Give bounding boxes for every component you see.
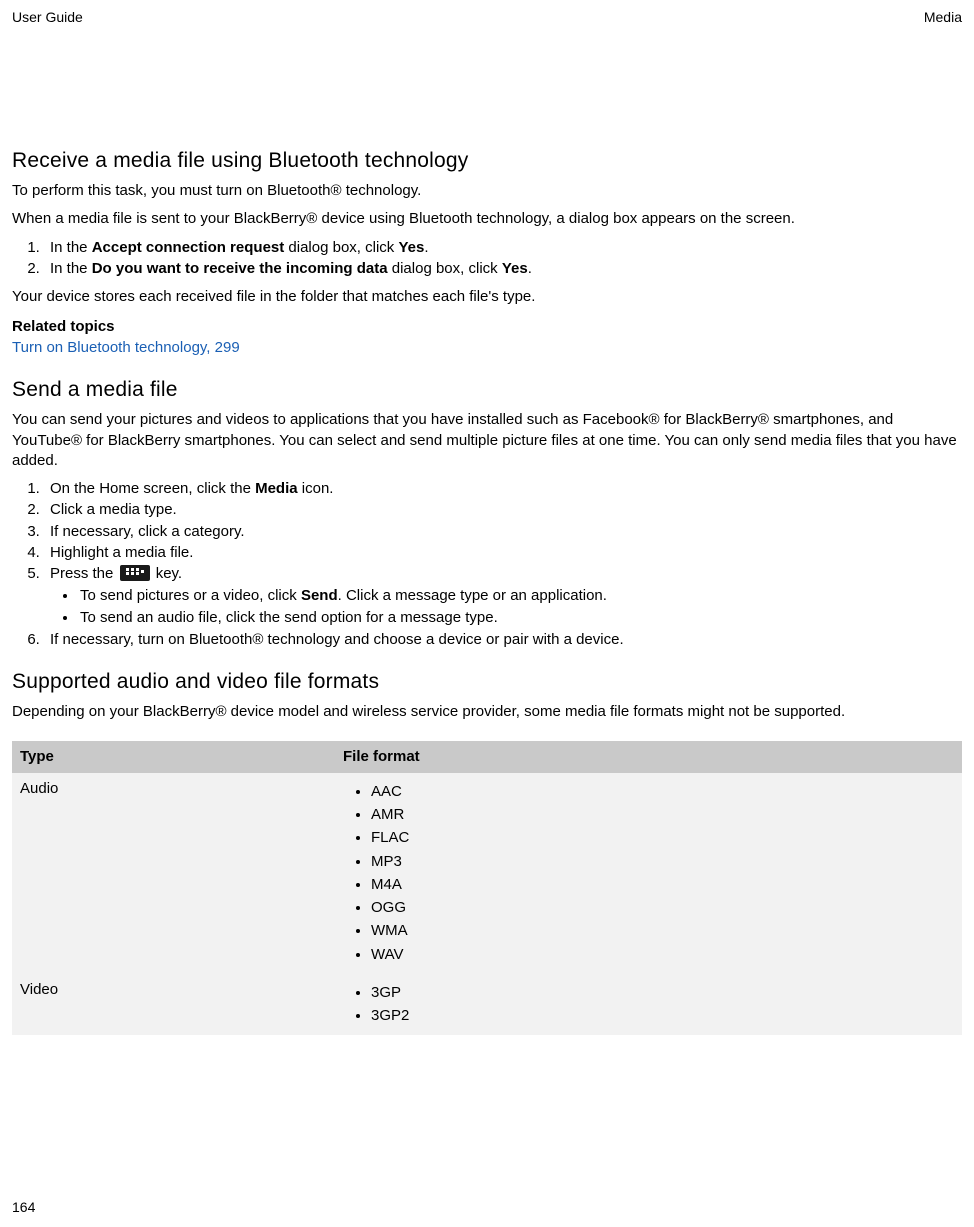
send-step-6: If necessary, turn on Bluetooth® technol… xyxy=(44,630,962,650)
list-item: 3GP2 xyxy=(371,1006,954,1026)
text: dialog box, click xyxy=(388,260,502,277)
cell-type-audio: Audio xyxy=(12,773,335,974)
list-item: WMA xyxy=(371,921,954,941)
send-intro: You can send your pictures and videos to… xyxy=(12,410,962,471)
menu-key-icon xyxy=(120,565,150,581)
text: key. xyxy=(152,565,183,582)
table-header-row: Type File format xyxy=(12,741,962,773)
cell-type-video: Video xyxy=(12,974,335,1036)
cell-formats-video: 3GP 3GP2 xyxy=(335,974,962,1036)
text: On the Home screen, click the xyxy=(50,480,255,497)
receive-intro: To perform this task, you must turn on B… xyxy=(12,181,962,201)
cell-formats-audio: AAC AMR FLAC MP3 M4A OGG WMA WAV xyxy=(335,773,962,974)
bold-text: Accept connection request xyxy=(92,239,285,256)
list-item: AMR xyxy=(371,805,954,825)
related-topics-heading: Related topics xyxy=(12,317,962,337)
list-item: OGG xyxy=(371,898,954,918)
text: . Click a message type or an application… xyxy=(338,587,607,604)
text: . xyxy=(424,239,428,256)
send-step-3: If necessary, click a category. xyxy=(44,522,962,542)
page-header: User Guide Media xyxy=(12,8,962,27)
section-title-send: Send a media file xyxy=(12,376,962,404)
list-item: WAV xyxy=(371,945,954,965)
formats-intro: Depending on your BlackBerry® device mod… xyxy=(12,702,962,722)
formats-table: Type File format Audio AAC AMR FLAC MP3 … xyxy=(12,741,962,1036)
text: dialog box, click xyxy=(284,239,398,256)
list-item: MP3 xyxy=(371,852,954,872)
header-left: User Guide xyxy=(12,8,83,27)
send-bullet-1: To send pictures or a video, click Send.… xyxy=(78,586,962,606)
receive-steps: In the Accept connection request dialog … xyxy=(44,238,962,280)
col-header-type: Type xyxy=(12,741,335,773)
audio-format-list: AAC AMR FLAC MP3 M4A OGG WMA WAV xyxy=(371,782,954,965)
bold-text: Yes xyxy=(502,260,528,277)
send-bullet-2: To send an audio file, click the send op… xyxy=(78,608,962,628)
video-format-list: 3GP 3GP2 xyxy=(371,983,954,1027)
text: To send pictures or a video, click xyxy=(80,587,301,604)
send-step-1: On the Home screen, click the Media icon… xyxy=(44,479,962,499)
list-item: 3GP xyxy=(371,983,954,1003)
bold-text: Yes xyxy=(398,239,424,256)
list-item: FLAC xyxy=(371,828,954,848)
page-number: 164 xyxy=(12,1198,35,1217)
send-steps: On the Home screen, click the Media icon… xyxy=(44,479,962,650)
list-item: M4A xyxy=(371,875,954,895)
text: . xyxy=(528,260,532,277)
send-step-4: Highlight a media file. xyxy=(44,543,962,563)
text: Press the xyxy=(50,565,118,582)
related-link-bluetooth[interactable]: Turn on Bluetooth technology, 299 xyxy=(12,339,240,356)
send-step-2: Click a media type. xyxy=(44,500,962,520)
send-step-5-bullets: To send pictures or a video, click Send.… xyxy=(78,586,962,628)
receive-desc: When a media file is sent to your BlackB… xyxy=(12,209,962,229)
section-title-formats: Supported audio and video file formats xyxy=(12,668,962,696)
text: In the xyxy=(50,260,92,277)
list-item: AAC xyxy=(371,782,954,802)
receive-step-2: In the Do you want to receive the incomi… xyxy=(44,259,962,279)
text: icon. xyxy=(298,480,334,497)
receive-outro: Your device stores each received file in… xyxy=(12,287,962,307)
bold-text: Do you want to receive the incoming data xyxy=(92,260,388,277)
send-step-5: Press the key. To send pictures or a vid… xyxy=(44,564,962,628)
table-row-video: Video 3GP 3GP2 xyxy=(12,974,962,1036)
receive-step-1: In the Accept connection request dialog … xyxy=(44,238,962,258)
text: In the xyxy=(50,239,92,256)
header-right: Media xyxy=(924,8,962,27)
bold-text: Send xyxy=(301,587,338,604)
col-header-format: File format xyxy=(335,741,962,773)
bold-text: Media xyxy=(255,480,298,497)
table-row-audio: Audio AAC AMR FLAC MP3 M4A OGG WMA WAV xyxy=(12,773,962,974)
section-title-receive: Receive a media file using Bluetooth tec… xyxy=(12,147,962,175)
